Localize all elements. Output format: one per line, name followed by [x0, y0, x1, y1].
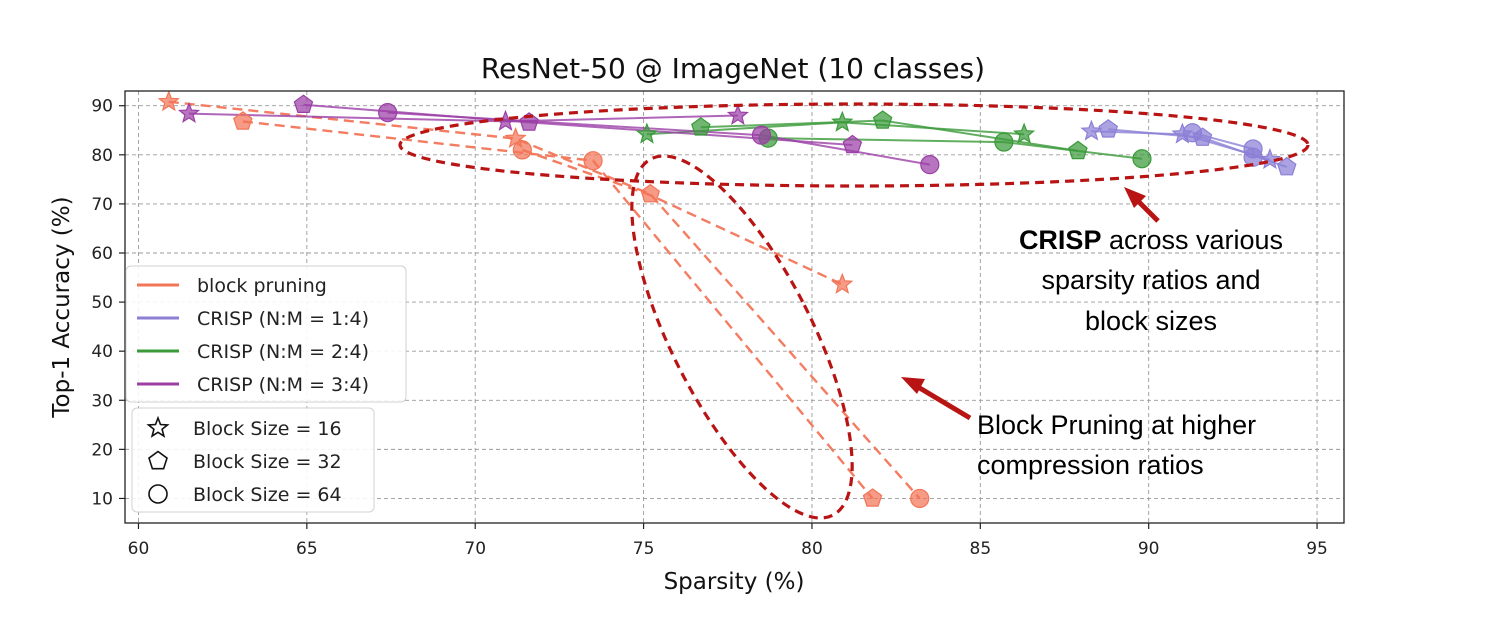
legend-marker-pentagon — [148, 450, 168, 470]
y-tick-label: 50 — [91, 293, 113, 313]
y-tick-label: 20 — [91, 440, 113, 460]
data-point-circle — [512, 140, 532, 160]
data-point-star — [831, 110, 854, 132]
axis-ticks: 60 65 70 75 80 85 90 95 10 20 30 40 50 60 70 80 90 — [91, 97, 1328, 559]
data-point-pentagon — [640, 183, 661, 203]
data-point-pentagon — [1098, 119, 1119, 138]
x-tick-label: 90 — [1138, 539, 1160, 559]
data-point-circle — [583, 151, 603, 171]
legend-marker-label: Block Size = 64 — [193, 484, 342, 506]
data-point-star — [1013, 122, 1036, 144]
y-tick-label: 40 — [91, 342, 113, 362]
crisp-highlight-ellipse — [398, 102, 1310, 188]
data-point-circle — [751, 125, 772, 145]
legend-marker-circle — [148, 484, 168, 504]
legend-markers: Block Size = 16 Block Size = 32 Block Size… — [131, 407, 375, 513]
y-axis-label: Top-1 Accuracy (%) — [49, 196, 75, 418]
x-tick-label: 70 — [464, 539, 486, 559]
y-tick-label: 80 — [91, 146, 113, 166]
crisp-arrow-head — [1124, 187, 1146, 208]
crisp-annotation-bold: CRISP — [1019, 225, 1102, 255]
data-point-pentagon — [691, 117, 711, 136]
data-point-circle — [1243, 147, 1263, 167]
legend-marker-star — [146, 415, 170, 438]
crisp-annotation-line2: sparsity ratios and — [1041, 265, 1260, 295]
data-point-star — [177, 101, 201, 124]
x-tick-label: 95 — [1306, 539, 1328, 559]
legend-marker-label: Block Size = 16 — [193, 418, 342, 440]
x-tick-label: 85 — [970, 539, 992, 559]
data-point-pentagon — [872, 110, 893, 129]
x-tick-label: 75 — [633, 539, 655, 559]
data-point-pentagon — [862, 488, 883, 507]
legend-series-box — [125, 265, 407, 403]
legend-series: block pruning CRISP (N:M = 1:4) CRISP (N:M… — [125, 265, 407, 403]
crisp-annotation-line1-rest: across various — [1101, 225, 1283, 255]
series-markers — [157, 90, 1297, 509]
legend-label: CRISP (N:M = 3:4) — [197, 374, 369, 396]
y-tick-label: 70 — [91, 195, 113, 215]
data-point-circle — [378, 102, 398, 123]
legend-label: CRISP (N:M = 2:4) — [197, 341, 369, 363]
x-tick-label: 60 — [128, 539, 150, 559]
data-point-pentagon — [1276, 156, 1297, 176]
data-point-circle — [994, 132, 1014, 152]
data-point-circle — [1182, 123, 1203, 143]
block-highlight-ellipse — [630, 154, 854, 520]
block-arrow-shaft — [916, 384, 972, 421]
x-tick-label: 65 — [296, 539, 318, 559]
y-tick-label: 90 — [91, 97, 113, 117]
data-point-star — [504, 126, 527, 149]
block-annotation-line1: Block Pruning at higher — [977, 410, 1256, 440]
crisp-arrow-shaft — [1135, 198, 1160, 223]
annotation-crisp: CRISP across various sparsity ratios and… — [398, 102, 1310, 336]
x-axis-label: Sparsity (%) — [664, 569, 805, 595]
data-point-pentagon — [1068, 140, 1088, 160]
block-arrow-head — [901, 377, 925, 394]
y-tick-label: 30 — [91, 391, 113, 411]
legend-label: block pruning — [197, 275, 327, 297]
data-point-star — [157, 90, 180, 112]
data-point-pentagon — [233, 111, 253, 130]
data-point-star — [1080, 119, 1103, 141]
crisp-annotation-line3: block sizes — [1085, 306, 1217, 336]
legend-marker-label: Block Size = 32 — [193, 451, 342, 473]
series-line — [168, 100, 921, 500]
data-point-circle — [910, 488, 930, 509]
crisp-annotation-line1: CRISP across various — [1019, 225, 1283, 255]
legend-markers-box — [131, 407, 375, 513]
x-tick-label: 80 — [801, 539, 823, 559]
data-point-star — [726, 103, 749, 125]
data-point-star — [635, 122, 659, 144]
annotation-block-pruning: Block Pruning at higher compression rati… — [630, 154, 1256, 520]
data-point-pentagon — [842, 134, 863, 154]
data-point-circle — [1132, 149, 1152, 169]
chart-title: ResNet-50 @ ImageNet (10 classes) — [481, 52, 985, 85]
plot-area — [124, 90, 1345, 524]
block-annotation-line2: compression ratios — [977, 450, 1204, 480]
y-tick-label: 10 — [91, 489, 113, 509]
data-point-star — [1258, 148, 1281, 170]
data-point-circle — [920, 155, 940, 175]
data-point-star — [831, 272, 854, 294]
data-point-pentagon — [293, 94, 314, 114]
y-tick-label: 60 — [91, 244, 113, 264]
legend-label: CRISP (N:M = 1:4) — [197, 308, 369, 330]
